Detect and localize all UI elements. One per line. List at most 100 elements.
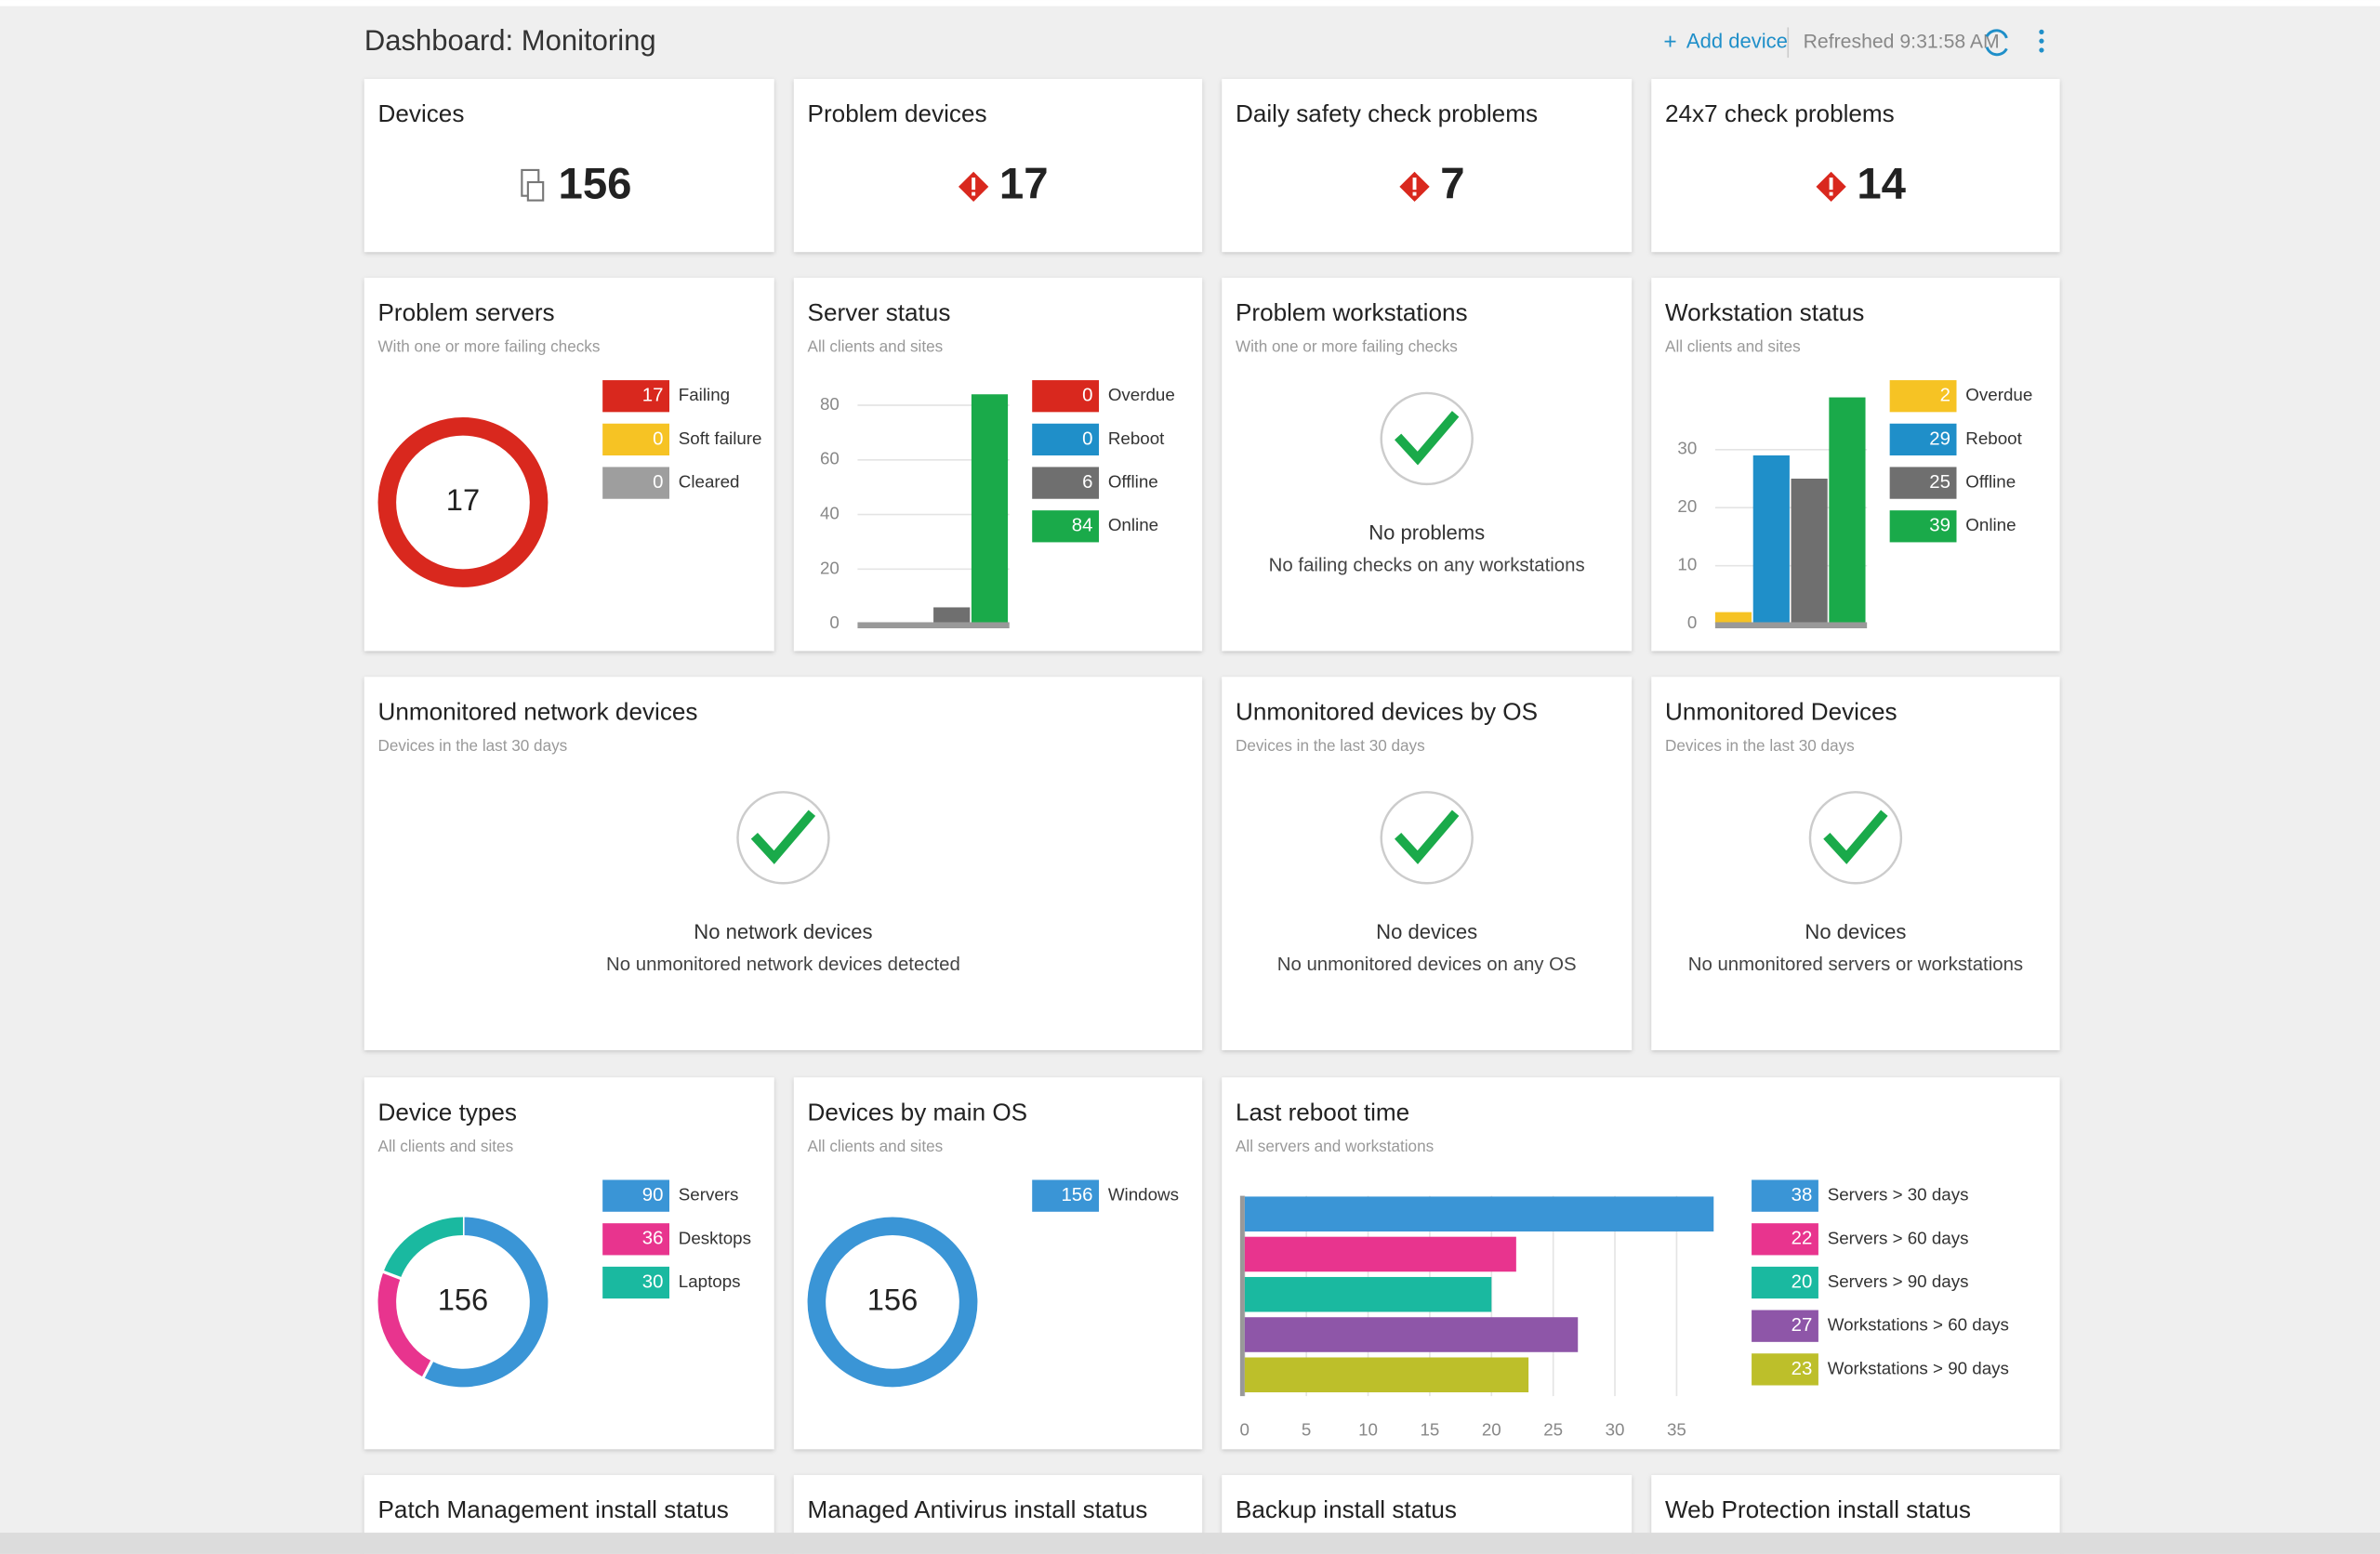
y-tick-label: 30: [1677, 439, 1697, 458]
check-mark: [750, 810, 816, 864]
card-subtitle: With one or more failing checks: [1236, 336, 1458, 355]
y-tick-label: 0: [1687, 612, 1697, 632]
alert-icon: [972, 178, 976, 191]
card-title: Workstation status: [1665, 298, 1864, 326]
legend-value: 27: [1792, 1315, 1813, 1336]
page-title: Dashboard: Monitoring: [364, 24, 656, 57]
check-mark: [1395, 810, 1460, 864]
card-title: Unmonitored Devices: [1665, 697, 1897, 725]
legend-label: Laptops: [679, 1271, 741, 1291]
legend-swatch: [602, 423, 669, 456]
legend-label: Online: [1108, 515, 1158, 534]
refresh-icon[interactable]: [1985, 29, 2008, 57]
axis-line: [1239, 1195, 1245, 1397]
legend-value: 23: [1792, 1359, 1813, 1379]
legend-value: 29: [1929, 428, 1950, 449]
legend-swatch: [1752, 1266, 1818, 1299]
status-detail: No unmonitored network devices detected: [606, 955, 960, 975]
check-circle: [1808, 791, 1903, 885]
bar: [971, 394, 1009, 625]
card-title: Unmonitored devices by OS: [1236, 697, 1538, 725]
more-menu[interactable]: [2039, 29, 2044, 53]
legend-label: Online: [1965, 515, 2016, 534]
legend-value: 38: [1792, 1185, 1813, 1205]
donut-segment: [807, 1217, 978, 1388]
donut-center: 17: [446, 482, 480, 517]
legend-label: Windows: [1108, 1185, 1179, 1205]
status-text: No devices: [1805, 920, 1906, 943]
legend-label: Reboot: [1108, 428, 1165, 448]
legend-swatch: [1032, 380, 1100, 413]
y-tick-label: 20: [820, 558, 840, 577]
legend-value: 84: [1072, 516, 1093, 536]
card-subtitle: All clients and sites: [808, 1137, 944, 1155]
card-subtitle: All servers and workstations: [1236, 1137, 1434, 1155]
y-tick-label: 60: [820, 449, 840, 468]
card-title: Device types: [378, 1098, 517, 1126]
card-title: Managed Antivirus install status: [808, 1495, 1148, 1523]
legend-label: Servers: [679, 1185, 739, 1205]
card: [1651, 78, 2060, 253]
segment-gap: [381, 1270, 403, 1281]
status-detail: No unmonitored devices on any OS: [1277, 955, 1577, 975]
legend-label: Reboot: [1965, 428, 2022, 448]
legend-label: Cleared: [679, 472, 740, 492]
card-title: Backup install status: [1236, 1495, 1457, 1523]
legend-value: 0: [653, 472, 663, 493]
top-strip: [0, 0, 2380, 7]
legend-value: 156: [1061, 1185, 1092, 1205]
stat-value: 14: [1857, 159, 1906, 208]
check-mark: [1823, 810, 1888, 864]
check-circle: [736, 791, 830, 885]
legend-value: 6: [1082, 472, 1092, 493]
card: [793, 78, 1203, 253]
legend-label: Workstations > 90 days: [1828, 1358, 2009, 1377]
card-title: Last reboot time: [1236, 1098, 1409, 1126]
stat-value: 7: [1440, 159, 1464, 208]
y-tick-label: 80: [820, 394, 840, 414]
card-subtitle: All clients and sites: [378, 1137, 514, 1155]
add-device-link[interactable]: Add device: [1686, 30, 1788, 53]
x-tick-label: 30: [1606, 1420, 1625, 1440]
alert-icon: [1412, 178, 1417, 191]
card: [1222, 78, 1633, 253]
legend-swatch: [1032, 1179, 1100, 1212]
device-icon: [526, 180, 545, 202]
donut-center: 156: [438, 1283, 488, 1317]
legend-swatch: [602, 1266, 669, 1299]
card-title: 24x7 check problems: [1665, 99, 1895, 127]
baseline: [857, 622, 1010, 628]
legend-swatch: [1032, 423, 1100, 456]
donut-segment: [377, 417, 549, 587]
legend-swatch: [602, 1223, 669, 1256]
bottom-band: [0, 1533, 2380, 1554]
card-title: Devices: [378, 99, 465, 127]
card-title: Unmonitored network devices: [378, 697, 698, 725]
legend-label: Offline: [1965, 472, 2016, 492]
legend-value: 22: [1792, 1229, 1813, 1249]
legend-swatch: [1752, 1353, 1818, 1386]
y-tick-label: 0: [829, 612, 839, 632]
donut-segment: [423, 1217, 549, 1388]
card-subtitle: Devices in the last 30 days: [1665, 736, 1855, 755]
check-circle: [1380, 791, 1474, 885]
legend-swatch: [1889, 380, 1957, 413]
card: [364, 78, 774, 253]
card-title: Problem devices: [808, 99, 987, 127]
legend-value: 25: [1929, 472, 1950, 493]
bar: [933, 607, 971, 625]
legend-label: Desktops: [679, 1228, 751, 1247]
x-tick-label: 15: [1420, 1420, 1439, 1440]
legend-label: Servers > 90 days: [1828, 1271, 1969, 1291]
bar: [1791, 478, 1828, 625]
y-tick-label: 10: [1677, 555, 1697, 574]
legend-label: Soft failure: [679, 428, 762, 448]
legend-value: 90: [642, 1185, 664, 1205]
legend-swatch: [1889, 467, 1957, 499]
add-icon[interactable]: +: [1663, 29, 1676, 54]
card-title: Patch Management install status: [378, 1495, 729, 1523]
status-detail: No failing checks on any workstations: [1269, 555, 1585, 575]
card-title: Devices by main OS: [808, 1098, 1028, 1126]
